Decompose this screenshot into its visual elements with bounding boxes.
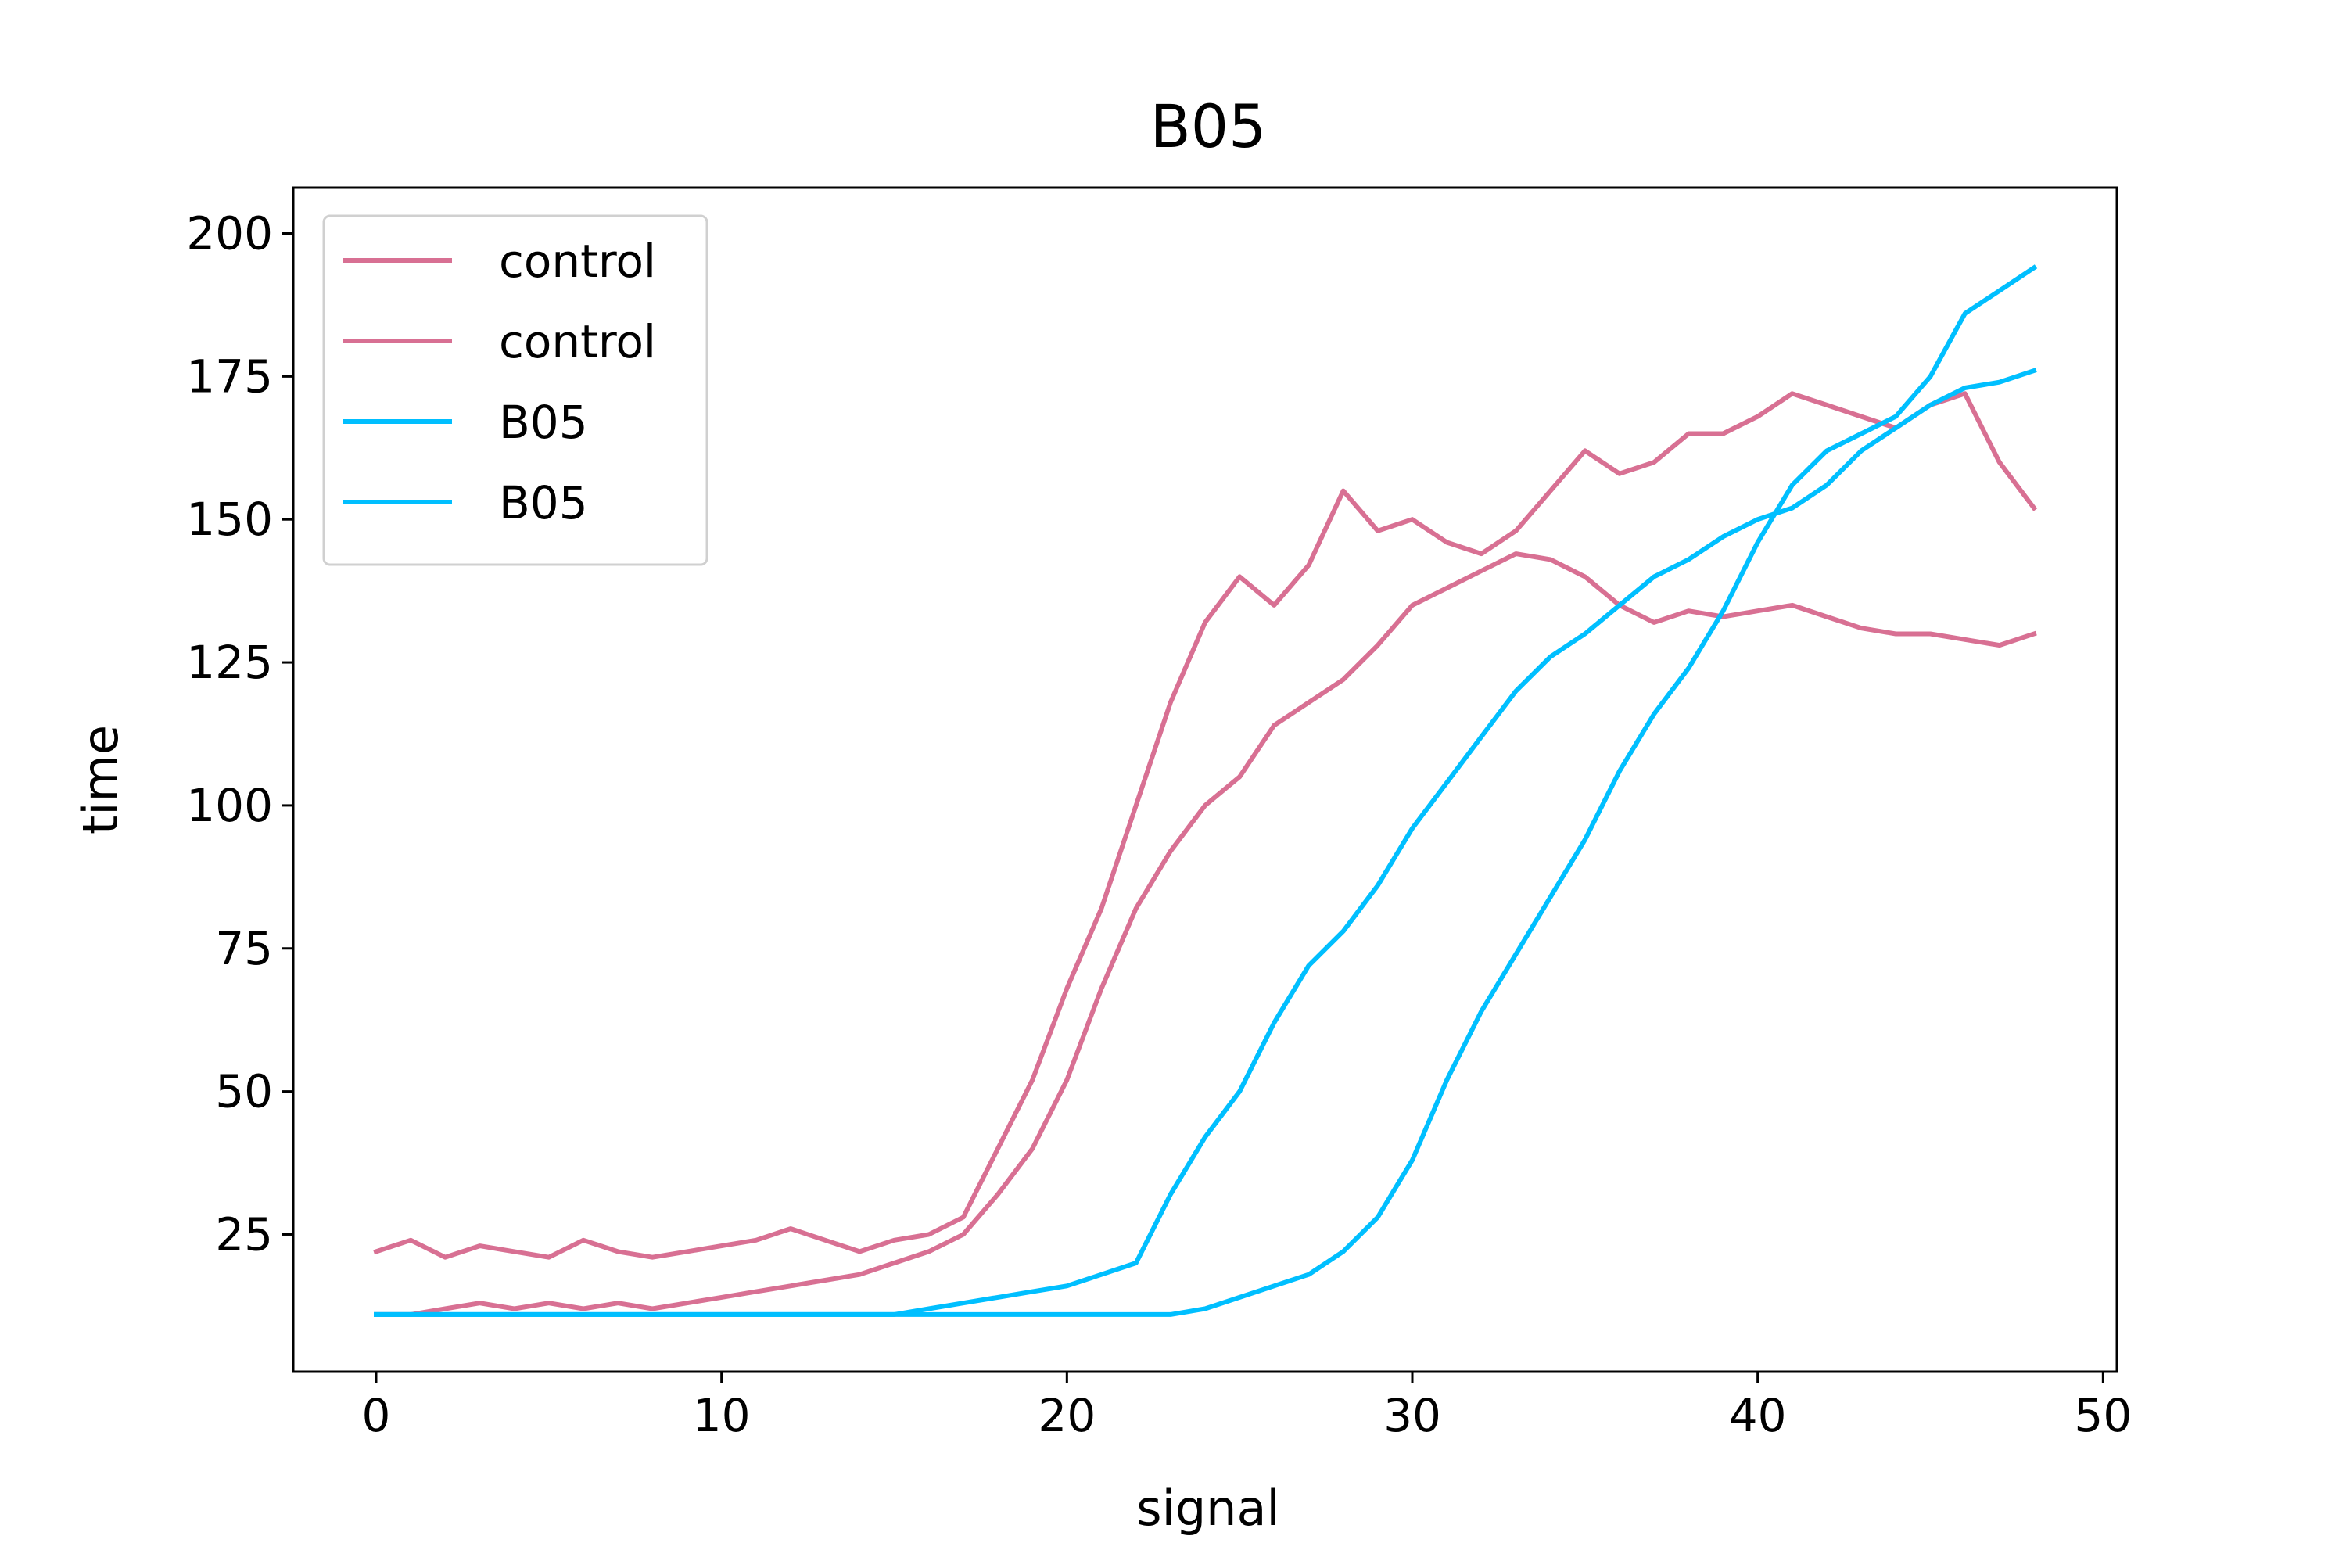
- legend-label: B05: [499, 396, 588, 449]
- y-axis-label: time: [72, 725, 129, 834]
- x-axis: 0 10 20 30 40 50: [362, 1372, 2132, 1442]
- y-tick-label: 150: [186, 493, 273, 546]
- x-tick-label: 0: [362, 1389, 391, 1442]
- series-line-2: [374, 551, 2037, 1317]
- y-tick-label: 75: [215, 922, 273, 975]
- x-tick-label: 40: [1729, 1389, 1787, 1442]
- y-tick-label: 125: [186, 636, 273, 689]
- legend: control control B05 B05: [322, 214, 708, 566]
- y-axis: 25 50 75 100 125 150 175 200: [186, 207, 293, 1261]
- legend-label: B05: [499, 476, 588, 529]
- y-tick-label: 25: [215, 1207, 273, 1261]
- y-tick-label: 50: [215, 1065, 273, 1118]
- x-tick-label: 50: [2074, 1389, 2132, 1442]
- x-tick-label: 30: [1383, 1389, 1441, 1442]
- legend-box: [322, 214, 708, 566]
- chart-title: B05: [1150, 91, 1267, 161]
- x-tick-label: 20: [1038, 1389, 1096, 1442]
- series-line-1: [373, 391, 2038, 1260]
- x-axis-label: signal: [1136, 1480, 1279, 1537]
- y-tick-label: 175: [186, 350, 273, 403]
- series-line-4: [374, 264, 2038, 1317]
- plot-frame: [292, 186, 2118, 1373]
- y-tick-label: 100: [186, 779, 273, 832]
- legend-label: control: [499, 315, 656, 368]
- y-tick-label: 200: [186, 207, 273, 260]
- legend-label: control: [499, 235, 656, 288]
- x-tick-label: 10: [693, 1389, 751, 1442]
- series-layer: [373, 264, 2038, 1317]
